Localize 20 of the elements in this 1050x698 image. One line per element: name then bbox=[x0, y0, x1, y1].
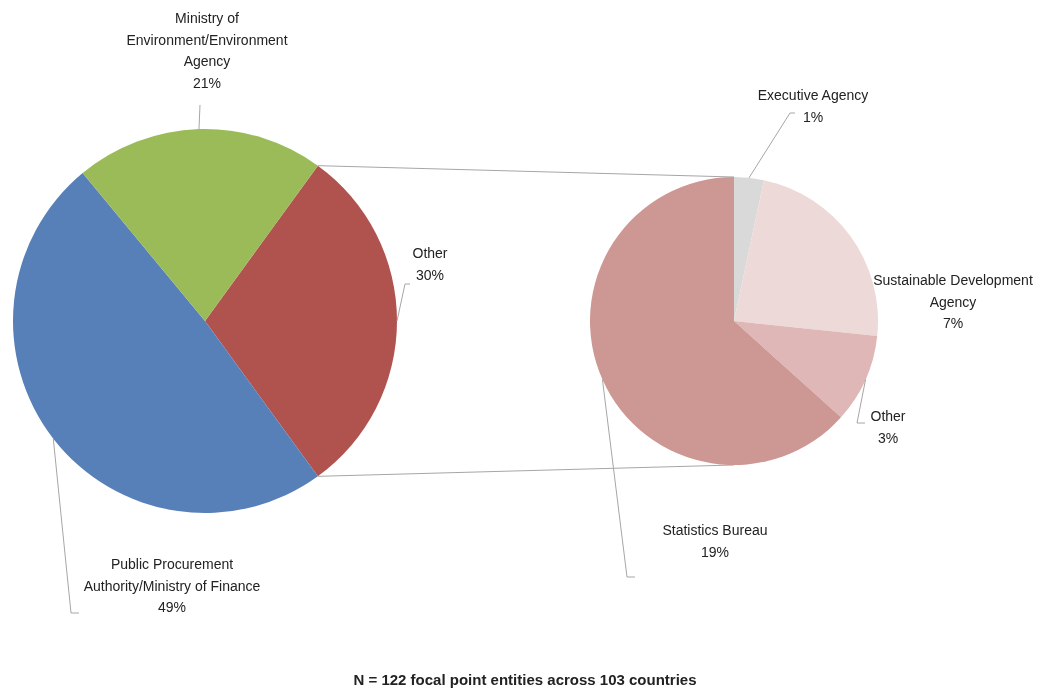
slice-label: Public Procurement Authority/Ministry of Finance bbox=[83, 556, 261, 594]
data-label: 19% bbox=[700, 543, 730, 560]
pie-slice bbox=[590, 177, 842, 465]
slice-label: Other bbox=[870, 408, 906, 424]
data-label: 3% bbox=[877, 429, 899, 446]
slice-label: Executive Agency bbox=[757, 87, 869, 103]
text: N = 122 focal point entities across 103 countries bbox=[353, 671, 697, 688]
data-label: 21% bbox=[192, 74, 222, 91]
slice-label: Other bbox=[412, 245, 448, 261]
data-label: 1% bbox=[802, 108, 824, 125]
data-label: 30% bbox=[415, 266, 445, 283]
pie-slice bbox=[734, 177, 764, 321]
slice-label: Sustainable Development Agency bbox=[873, 272, 1033, 310]
data-label: 49% bbox=[157, 599, 187, 615]
slice-label: Statistics Bureau bbox=[662, 522, 768, 538]
slice-label: Ministry of Environment/Environment Agency bbox=[126, 10, 288, 69]
pie-slice bbox=[13, 173, 318, 513]
pie-slice bbox=[205, 165, 397, 477]
pie-slice bbox=[82, 129, 318, 321]
data-label: 7% bbox=[942, 315, 964, 331]
